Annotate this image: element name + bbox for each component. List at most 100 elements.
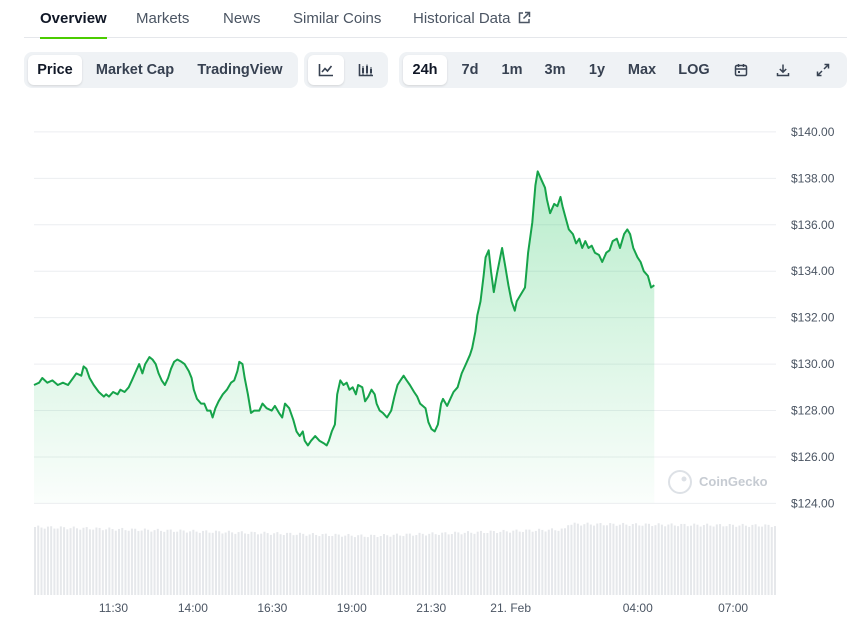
- volume-bar: [757, 526, 760, 595]
- volume-bar: [389, 536, 392, 595]
- line-chart-button[interactable]: [308, 55, 344, 85]
- tab-historical-data[interactable]: Historical Data: [413, 0, 531, 38]
- volume-bar: [114, 530, 117, 595]
- volume-bar: [554, 530, 557, 595]
- y-tick-label: $138.00: [791, 171, 835, 185]
- external-link-icon: [518, 11, 530, 24]
- volume-bar: [770, 527, 773, 595]
- volume-bar: [547, 529, 550, 595]
- volume-bar: [72, 526, 75, 595]
- volume-bar: [43, 528, 46, 595]
- volume-bar: [108, 527, 111, 595]
- volume-bar: [467, 531, 470, 595]
- volume-bar: [412, 535, 415, 595]
- volume-bar: [134, 528, 137, 595]
- volume-bar: [402, 536, 405, 595]
- volume-bar: [680, 523, 683, 595]
- price-button[interactable]: Price: [28, 55, 82, 85]
- range-max-button[interactable]: Max: [627, 62, 657, 78]
- volume-bar: [266, 533, 269, 595]
- tradingview-button[interactable]: TradingView: [197, 62, 283, 78]
- volume-bar: [444, 532, 447, 595]
- y-tick-label: $130.00: [791, 357, 835, 371]
- volume-bar: [738, 525, 741, 595]
- download-button[interactable]: [765, 55, 801, 85]
- volume-bar: [169, 529, 172, 595]
- volume-bar: [357, 535, 360, 595]
- volume-bar: [689, 525, 692, 595]
- volume-bar: [457, 532, 460, 595]
- volume-bar: [774, 526, 776, 595]
- volume-bar: [137, 531, 140, 595]
- log-scale-button[interactable]: LOG: [678, 62, 710, 78]
- range-1y-button[interactable]: 1y: [588, 62, 606, 78]
- volume-bar: [725, 526, 728, 595]
- volume-bar: [305, 535, 308, 595]
- tab-markets[interactable]: Markets: [136, 10, 190, 27]
- range-1m-button[interactable]: 1m: [501, 62, 523, 78]
- volume-bar: [722, 526, 725, 595]
- volume-bar: [273, 533, 276, 595]
- volume-bar: [405, 533, 408, 595]
- volume-bar: [286, 532, 289, 595]
- market-cap-button[interactable]: Market Cap: [95, 62, 175, 78]
- tab-news[interactable]: News: [223, 10, 261, 27]
- volume-bar: [528, 529, 531, 595]
- volume-bar: [441, 532, 444, 595]
- x-axis: 11:30 14:00 16:30 19:00 21:30 21. Feb 04:00 07:…: [99, 601, 749, 615]
- volume-bar: [686, 526, 689, 595]
- volume-bar: [741, 523, 744, 595]
- volume-bar: [693, 523, 696, 595]
- volume-bar: [476, 531, 479, 595]
- volume-bar: [379, 536, 382, 595]
- volume-bar: [256, 534, 259, 595]
- volume-bar: [651, 526, 654, 595]
- volume-bar: [143, 528, 146, 595]
- volume-bar: [263, 531, 266, 595]
- volume-bar: [253, 532, 256, 595]
- volume-bar: [82, 527, 85, 595]
- volume-bar: [172, 531, 175, 595]
- volume-bar: [612, 523, 615, 595]
- tab-similar-coins[interactable]: Similar Coins: [293, 10, 382, 27]
- volume-bar: [195, 531, 198, 595]
- tab-overview[interactable]: Overview: [40, 0, 107, 39]
- volume-bar: [683, 523, 686, 595]
- volume-bar: [696, 524, 699, 595]
- volume-bar: [392, 534, 395, 595]
- volume-bar: [218, 531, 221, 595]
- volume-bar: [214, 530, 217, 595]
- volume-bar: [101, 530, 104, 595]
- volume-bar: [295, 534, 298, 595]
- volume-bar: [421, 533, 424, 595]
- volume-bar: [735, 526, 738, 595]
- calendar-button[interactable]: [723, 55, 759, 85]
- volume-bar: [644, 523, 647, 595]
- volume-bar: [767, 524, 770, 595]
- volume-bar: [63, 527, 66, 595]
- volume-bar: [202, 530, 205, 595]
- volume-bar: [127, 530, 130, 595]
- range-7d-button[interactable]: 7d: [461, 62, 479, 78]
- volume-bar: [431, 532, 434, 595]
- price-line: [33, 170, 655, 447]
- volume-bar: [321, 534, 324, 595]
- volume-bar: [269, 534, 272, 595]
- range-24h-button[interactable]: 24h: [403, 55, 447, 85]
- range-3m-button[interactable]: 3m: [544, 62, 566, 78]
- volume-bar: [615, 525, 618, 595]
- volume-bar: [415, 535, 418, 595]
- volume-bar: [677, 526, 680, 595]
- volume-bar: [185, 532, 188, 595]
- y-tick-label: $124.00: [791, 496, 835, 510]
- volume-bar: [160, 530, 163, 595]
- fullscreen-button[interactable]: [805, 55, 841, 85]
- volume-bar: [328, 535, 331, 595]
- volume-bar: [622, 522, 625, 595]
- volume-bar: [573, 522, 576, 595]
- volume-bar: [205, 530, 208, 595]
- volume-bar: [631, 524, 634, 595]
- range-toolbar: 24h 7d 1m 3m 1y Max LOG: [399, 52, 847, 88]
- candlestick-chart-button[interactable]: [348, 55, 384, 85]
